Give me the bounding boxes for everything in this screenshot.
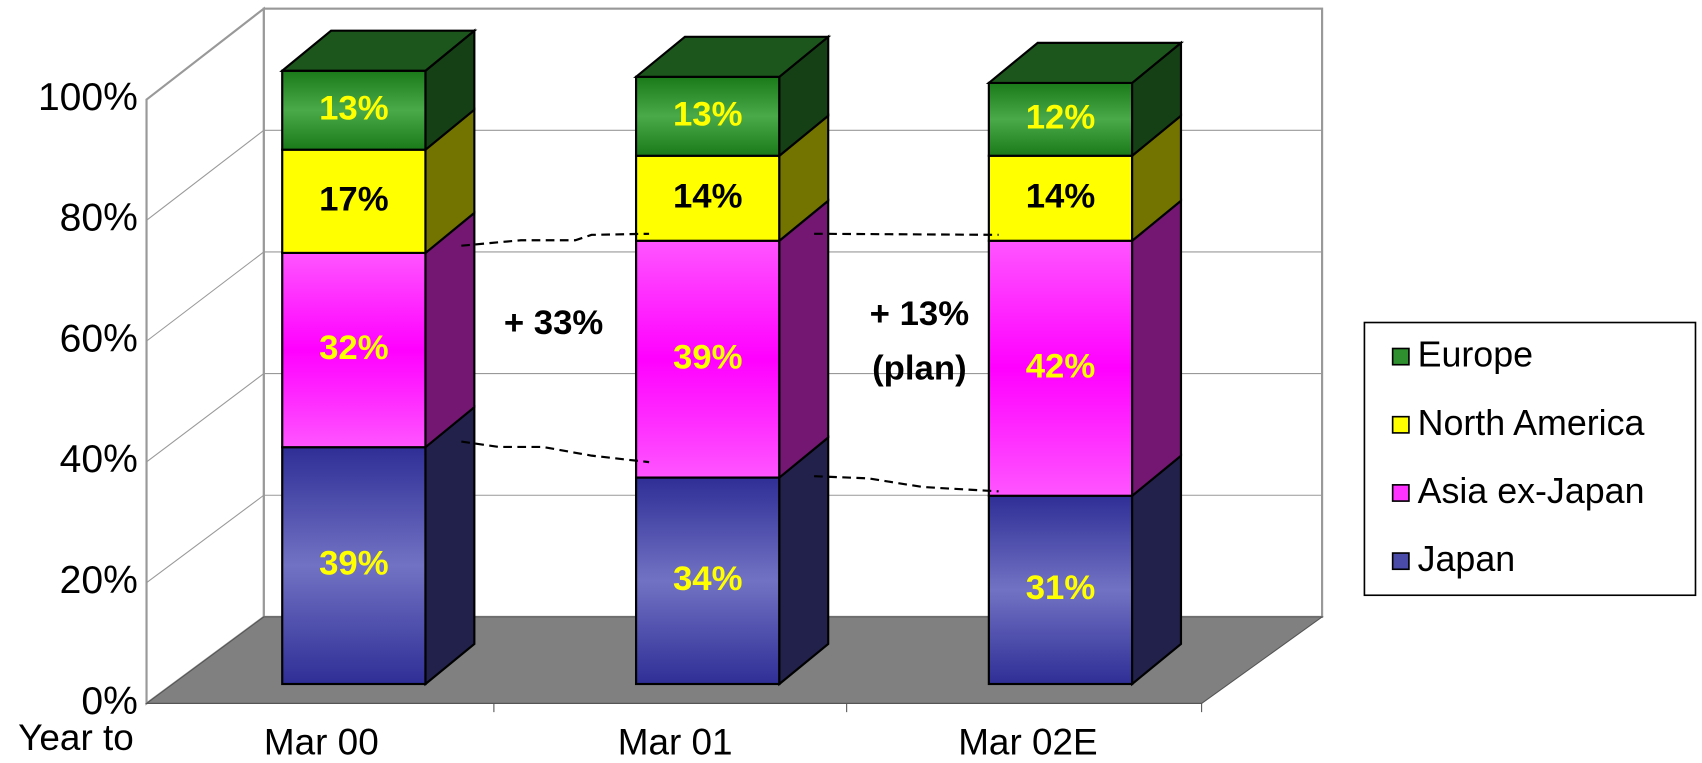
y-tick-label: 100% [38,76,138,119]
bar [987,154,1134,242]
value-label: 39% [319,545,389,583]
grid-line [146,8,265,100]
y-tick-label: 80% [60,197,138,240]
bar-top [279,29,478,72]
bar [634,476,781,686]
legend-swatch [1391,552,1410,571]
annotation: (plan) [872,349,967,387]
legend-label: North America [1418,403,1645,443]
x-axis-label: Year to [18,717,134,758]
bar-side [1131,198,1183,499]
legend-label: Europe [1418,335,1533,375]
value-label: 14% [673,177,743,215]
legend-swatch [1391,415,1410,434]
value-label: 14% [1026,177,1096,215]
grid-line [146,251,265,342]
legend-label: Japan [1418,539,1516,579]
bar-side [778,435,830,687]
value-label: 17% [319,180,389,218]
y-tick-label: 60% [60,317,138,360]
legend-swatch [1391,347,1410,366]
grid-line [146,373,265,463]
bar [281,148,427,254]
y-tick-label: 40% [60,438,138,481]
bar [281,69,427,151]
bar-side [424,404,476,687]
x-tick-label: Mar 02E [958,721,1097,762]
bar [634,154,781,242]
value-label: 39% [673,338,743,376]
value-label: 31% [1026,569,1096,607]
annotation: + 33% [504,304,603,342]
value-label: 42% [1026,347,1096,385]
connector [814,475,999,493]
value-label: 13% [673,95,743,133]
y-tick-label: 20% [60,559,138,602]
bar-top [633,35,832,78]
grid-line [146,129,265,221]
legend [1363,321,1697,597]
connector [814,232,999,236]
value-label: 13% [319,89,389,127]
legend-swatch [1391,484,1410,502]
value-label: 12% [1026,99,1096,137]
y-tick-label: 0% [81,680,137,723]
side-wall [145,6,265,706]
x-tick-label: Mar 01 [618,721,733,762]
value-label: 34% [673,560,743,598]
value-label: 32% [319,329,389,367]
bar-side [778,198,830,480]
bar [634,75,781,157]
legend-label: Asia ex-Japan [1418,471,1645,511]
bar-top [985,41,1185,84]
grid-line [146,494,265,584]
connector [461,232,650,247]
annotation: + 13% [870,295,969,333]
x-tick-label: Mar 00 [264,721,379,762]
connectors [461,232,999,493]
